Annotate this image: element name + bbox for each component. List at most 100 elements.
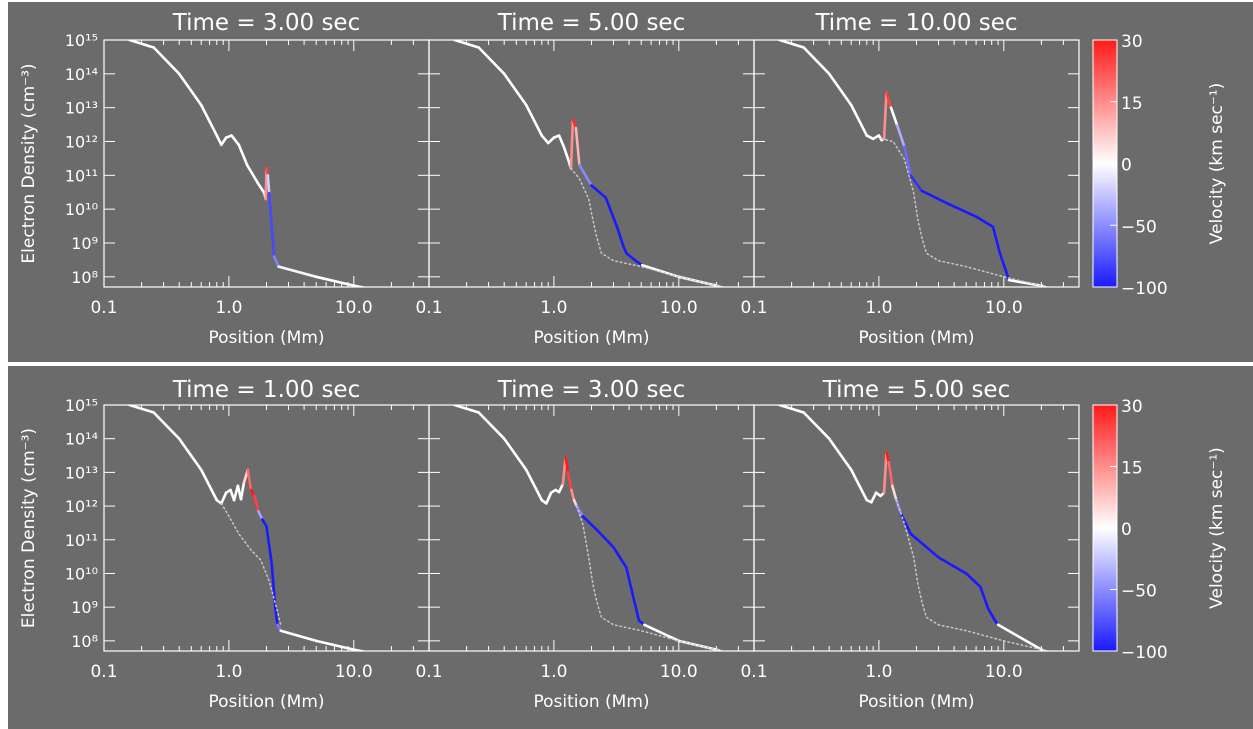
density-segment xyxy=(590,184,608,199)
y-tick-label: 10¹³ xyxy=(65,463,98,482)
density-segment xyxy=(612,545,628,569)
x-tick-label: 10.0 xyxy=(660,298,698,318)
y-tick-label: 10¹² xyxy=(65,497,98,516)
density-segment xyxy=(220,136,228,147)
density-segment xyxy=(903,145,913,177)
density-segment xyxy=(199,103,219,137)
density-segment xyxy=(230,134,241,147)
colorbar-tick-label: 0 xyxy=(1121,520,1132,540)
density-segment xyxy=(578,163,593,187)
panel-4: Time = 1.00 sec 0.1 1.0 10.0 Position (Mm) 10… xyxy=(19,377,430,712)
x-tick-label: 0.1 xyxy=(740,662,767,682)
y-tick-label: 10¹⁴ xyxy=(65,430,98,449)
figure-row-1-background xyxy=(8,2,1253,362)
density-segment xyxy=(991,225,1002,255)
panel-title: Time = 5.00 sec xyxy=(822,377,1010,403)
density-segment xyxy=(937,556,968,575)
figure-row-separator xyxy=(0,362,1253,366)
plot-area xyxy=(778,40,1053,287)
density-segment xyxy=(643,623,681,643)
colorbar-tick-label: 0 xyxy=(1121,156,1132,176)
density-segment xyxy=(152,411,181,440)
density-segment xyxy=(625,251,637,262)
colorbar-tick-label: 30 xyxy=(1121,32,1143,52)
density-segment xyxy=(477,46,506,76)
colorbar-tick-label: −50 xyxy=(1121,217,1157,237)
panel-frame xyxy=(753,39,1080,288)
y-tick-label: 10⁹ xyxy=(71,598,98,617)
density-segment xyxy=(909,532,940,559)
x-axis-label: Position (Mm) xyxy=(208,328,324,348)
density-segment xyxy=(245,163,259,185)
x-tick-label: 1.0 xyxy=(540,662,567,682)
density-segment xyxy=(557,482,565,494)
x-axis-label: Position (Mm) xyxy=(533,692,649,712)
x-axis-label: Position (Mm) xyxy=(858,328,974,348)
density-segment xyxy=(778,405,806,414)
density-segment xyxy=(253,494,260,513)
density-segment xyxy=(239,481,246,501)
figure-row-2-background xyxy=(8,366,1253,729)
density-segment xyxy=(177,437,203,472)
y-tick-label: 10¹⁵ xyxy=(65,31,98,50)
density-segment xyxy=(502,437,528,472)
x-tick-label: 1.0 xyxy=(215,662,242,682)
colorbar-label: Velocity (km sec⁻¹) xyxy=(1207,83,1227,245)
density-segment xyxy=(889,106,899,127)
colorbar-label: Velocity (km sec⁻¹) xyxy=(1207,447,1227,609)
density-segment xyxy=(152,46,181,76)
density-segment xyxy=(177,72,203,107)
colorbar-tick-label: −50 xyxy=(1121,582,1157,602)
panel-6: Time = 5.00 sec 0.1 1.0 10.0 Position (Mm) xyxy=(740,377,1080,712)
density-segment xyxy=(827,72,853,107)
y-tick-label: 10⁹ xyxy=(71,234,98,253)
panel-5: Time = 3.00 sec 0.1 1.0 10.0 Position (Mm) xyxy=(415,377,755,712)
y-tick-label: 10¹⁰ xyxy=(65,564,98,583)
plot-area xyxy=(128,405,368,651)
density-segment xyxy=(220,491,228,505)
density-segment xyxy=(270,562,277,609)
density-segment xyxy=(595,528,615,549)
colorbar-tick-label: 15 xyxy=(1121,459,1143,479)
density-segment xyxy=(979,585,990,611)
density-segment xyxy=(246,468,253,492)
density-segment xyxy=(477,411,506,440)
plot-area xyxy=(128,40,368,287)
y-tick-label: 10¹¹ xyxy=(65,166,98,185)
density-segment xyxy=(524,468,544,502)
x-tick-label: 0.1 xyxy=(90,298,117,318)
x-tick-label: 10.0 xyxy=(335,662,373,682)
prior-profile-line xyxy=(880,138,1053,287)
x-tick-label: 0.1 xyxy=(415,298,442,318)
density-segment xyxy=(920,189,949,205)
density-segment xyxy=(277,265,318,279)
x-axis-label: Position (Mm) xyxy=(208,692,324,712)
x-tick-label: 1.0 xyxy=(215,298,242,318)
y-tick-label: 10¹¹ xyxy=(65,531,98,550)
density-segment xyxy=(128,40,156,49)
prior-profile-line xyxy=(570,167,728,287)
density-segment xyxy=(849,468,869,502)
panel-2: Time = 5.00 sec 0.1 1.0 10.0 Position (Mm) xyxy=(415,10,755,348)
prior-profile-line xyxy=(220,502,282,626)
density-segment xyxy=(279,629,318,643)
density-segment xyxy=(257,510,264,521)
density-segment xyxy=(634,259,644,267)
density-segment xyxy=(272,255,280,268)
density-segment xyxy=(996,623,1043,651)
density-segment xyxy=(557,134,566,149)
density-segment xyxy=(870,491,878,504)
density-segment xyxy=(562,145,570,161)
density-segment xyxy=(267,191,276,258)
panel-3: Time = 10.00 sec 0.1 1.0 10.0 Position (Mm) xyxy=(740,10,1080,348)
density-segment xyxy=(986,607,997,622)
density-segment xyxy=(545,491,553,505)
x-tick-label: 0.1 xyxy=(415,662,442,682)
colorbar-tick-label: 15 xyxy=(1121,94,1143,114)
density-segment xyxy=(778,40,806,49)
panel-frame xyxy=(753,404,1080,652)
density-segment xyxy=(615,225,625,248)
density-segment xyxy=(564,456,570,474)
y-tick-label: 10¹² xyxy=(65,132,98,151)
